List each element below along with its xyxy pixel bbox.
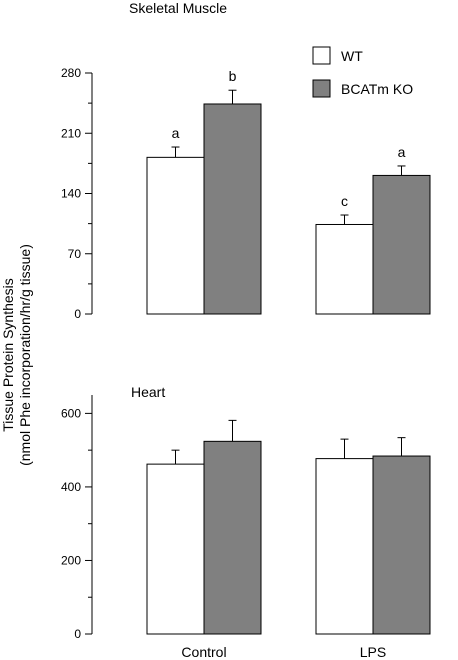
- y-axis-title-line1: Tissue Protein Synthesis: [0, 278, 16, 432]
- y-axis-title: Tissue Protein Synthesis (nmol Phe incor…: [0, 244, 33, 466]
- legend-swatch-ko: [312, 79, 331, 98]
- legend: WT BCATm KO: [312, 46, 413, 98]
- bar: [372, 455, 431, 635]
- plot-area: 0 70 140 210 280 a b c a 0 200 400 600 Control LPS: [61, 66, 431, 660]
- y-axis-title-line2: (nmol Phe incorporation/hr/g tissue): [17, 244, 33, 466]
- legend-swatch-wt: [312, 46, 331, 65]
- y-tick-label-top: 210: [61, 126, 81, 140]
- y-tick-label-top: 140: [61, 187, 81, 201]
- y-tick-label-bottom: 600: [61, 406, 81, 420]
- legend-label-ko: BCATm KO: [341, 81, 413, 97]
- x-tick-label: LPS: [360, 644, 386, 660]
- legend-label-wt: WT: [341, 48, 363, 64]
- y-tick-label-top: 280: [61, 66, 81, 80]
- y-tick-label-bottom: 400: [61, 480, 81, 494]
- significance-label: c: [341, 193, 348, 209]
- bar: [146, 156, 205, 315]
- significance-label: a: [172, 125, 180, 141]
- bar: [203, 103, 262, 315]
- bar: [372, 174, 431, 315]
- x-tick-label: Control: [181, 644, 226, 660]
- y-tick-label-bottom: 200: [61, 553, 81, 567]
- panel-title-top: Skeletal Muscle: [129, 0, 227, 16]
- bar: [315, 458, 374, 635]
- y-tick-label-top: 0: [74, 307, 81, 321]
- y-tick-label-top: 70: [68, 247, 82, 261]
- bar: [315, 223, 374, 315]
- significance-label: b: [229, 68, 237, 84]
- bar: [203, 440, 262, 635]
- significance-label: a: [398, 144, 406, 160]
- panel-title-bottom: Heart: [131, 384, 165, 400]
- y-tick-label-bottom: 0: [74, 627, 81, 641]
- bar: [146, 463, 205, 635]
